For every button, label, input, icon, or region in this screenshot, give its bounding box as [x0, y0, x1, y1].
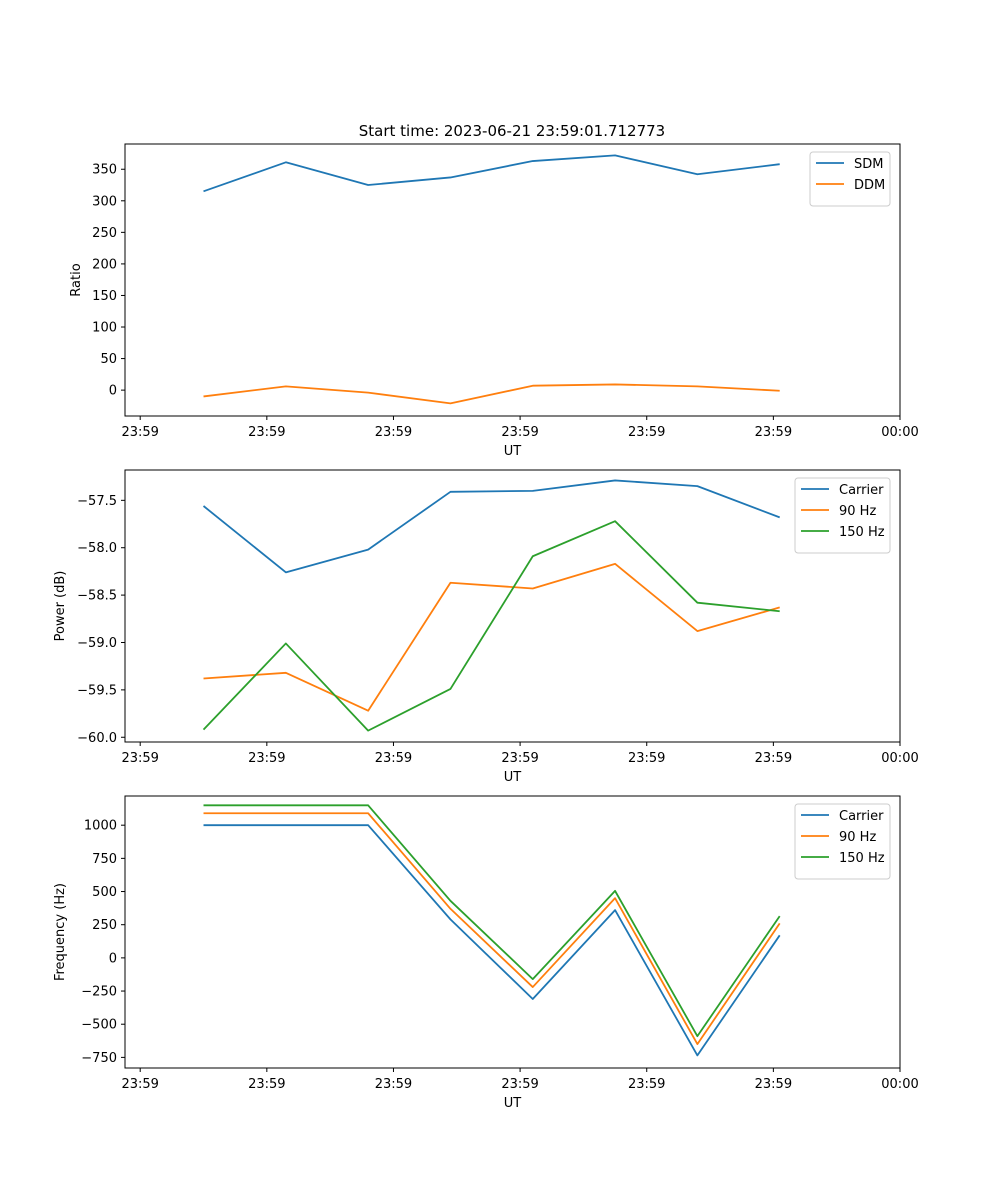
- legend-label: DDM: [854, 178, 885, 193]
- x-tick-label: 00:00: [881, 1077, 918, 1092]
- y-tick-label: 150: [92, 289, 117, 304]
- x-tick-label: 23:59: [501, 751, 538, 766]
- y-tick-label: 1000: [84, 819, 117, 834]
- legend-label: 90 Hz: [839, 830, 876, 845]
- y-tick-label: 50: [100, 352, 117, 367]
- y-tick-label: 0: [109, 951, 117, 966]
- y-tick-label: −59.0: [77, 636, 117, 651]
- figure-title: Start time: 2023-06-21 23:59:01.712773: [359, 122, 665, 140]
- series-line-150-hz: [202, 520, 780, 732]
- subplots: 23:59 23:59 23:59 23:59 23:59 23:59 00:00 0 50 10…: [53, 143, 919, 1111]
- series-line-90-hz: [203, 562, 780, 712]
- x-tick-label: 23:59: [501, 425, 538, 440]
- y-tick-label: 100: [92, 321, 117, 336]
- y-tick-label: −58.0: [77, 541, 117, 556]
- x-tick-label: 00:00: [881, 751, 918, 766]
- x-tick-label: 23:59: [755, 1077, 792, 1092]
- legend-label: Carrier: [839, 809, 884, 824]
- series-line-sdm: [203, 154, 780, 193]
- x-tick-label: 23:59: [755, 425, 792, 440]
- x-tick-label: 23:59: [375, 751, 412, 766]
- axes-frame: [124, 795, 901, 1069]
- subplot-2: 23:59 23:59 23:59 23:59 23:59 23:59 00:00 −60.0…: [53, 469, 919, 785]
- x-tick-label: 23:59: [248, 751, 285, 766]
- legend-box: [794, 803, 891, 880]
- x-axis-label: UT: [504, 1096, 522, 1111]
- y-tick-label: 500: [92, 885, 117, 900]
- x-tick-label: 23:59: [628, 425, 665, 440]
- x-tick-label: 23:59: [375, 1077, 412, 1092]
- axes-frame: [124, 143, 901, 417]
- legend-label: 150 Hz: [839, 525, 885, 540]
- legend: Carrier 90 Hz 150 Hz: [794, 477, 891, 554]
- x-tick-label: 23:59: [628, 1077, 665, 1092]
- y-axis-label: Frequency (Hz): [53, 883, 68, 981]
- y-tick-label: −750: [81, 1051, 117, 1066]
- series-line-ddm: [203, 383, 780, 405]
- x-axis-label: UT: [504, 770, 522, 785]
- legend: SDM DDM: [809, 151, 891, 207]
- y-tick-label: 200: [92, 257, 117, 272]
- series-line-150-hz: [203, 804, 781, 1038]
- y-tick-label: 350: [92, 163, 117, 178]
- y-tick-label: 300: [92, 194, 117, 209]
- x-tick-label: 23:59: [755, 751, 792, 766]
- y-tick-label: −58.5: [77, 589, 117, 604]
- legend-box: [809, 151, 891, 207]
- y-tick-label: 250: [92, 918, 117, 933]
- legend-label: 150 Hz: [839, 851, 885, 866]
- legend-label: Carrier: [839, 483, 884, 498]
- legend: Carrier 90 Hz 150 Hz: [794, 803, 891, 880]
- subplot-1: 23:59 23:59 23:59 23:59 23:59 23:59 00:00 0 50 10…: [69, 143, 919, 459]
- legend-label: 90 Hz: [839, 504, 876, 519]
- axes-frame: [124, 469, 901, 743]
- x-tick-label: 23:59: [121, 751, 158, 766]
- x-tick-label: 00:00: [881, 425, 918, 440]
- y-tick-label: −500: [81, 1018, 117, 1033]
- y-axis-label: Power (dB): [53, 571, 68, 642]
- y-tick-label: −60.0: [77, 731, 117, 746]
- y-tick-label: −250: [81, 985, 117, 1000]
- legend-label: SDM: [854, 157, 883, 172]
- x-tick-label: 23:59: [121, 1077, 158, 1092]
- subplot-3: 23:59 23:59 23:59 23:59 23:59 23:59 00:00 −750 −…: [53, 795, 919, 1111]
- y-tick-label: 750: [92, 852, 117, 867]
- x-tick-label: 23:59: [248, 1077, 285, 1092]
- x-tick-label: 23:59: [375, 425, 412, 440]
- series-line-carrier: [202, 479, 781, 574]
- y-tick-label: 0: [109, 384, 117, 399]
- x-tick-label: 23:59: [501, 1077, 538, 1092]
- y-axis-label: Ratio: [69, 263, 84, 296]
- x-tick-label: 23:59: [248, 425, 285, 440]
- series-line-carrier: [203, 824, 781, 1057]
- series-line-90-hz: [203, 812, 781, 1046]
- x-tick-label: 23:59: [628, 751, 665, 766]
- x-axis-label: UT: [504, 444, 522, 459]
- y-tick-label: 250: [92, 226, 117, 241]
- y-tick-label: −59.5: [77, 683, 117, 698]
- legend-box: [794, 477, 891, 554]
- x-tick-label: 23:59: [121, 425, 158, 440]
- y-tick-label: −57.5: [77, 494, 117, 509]
